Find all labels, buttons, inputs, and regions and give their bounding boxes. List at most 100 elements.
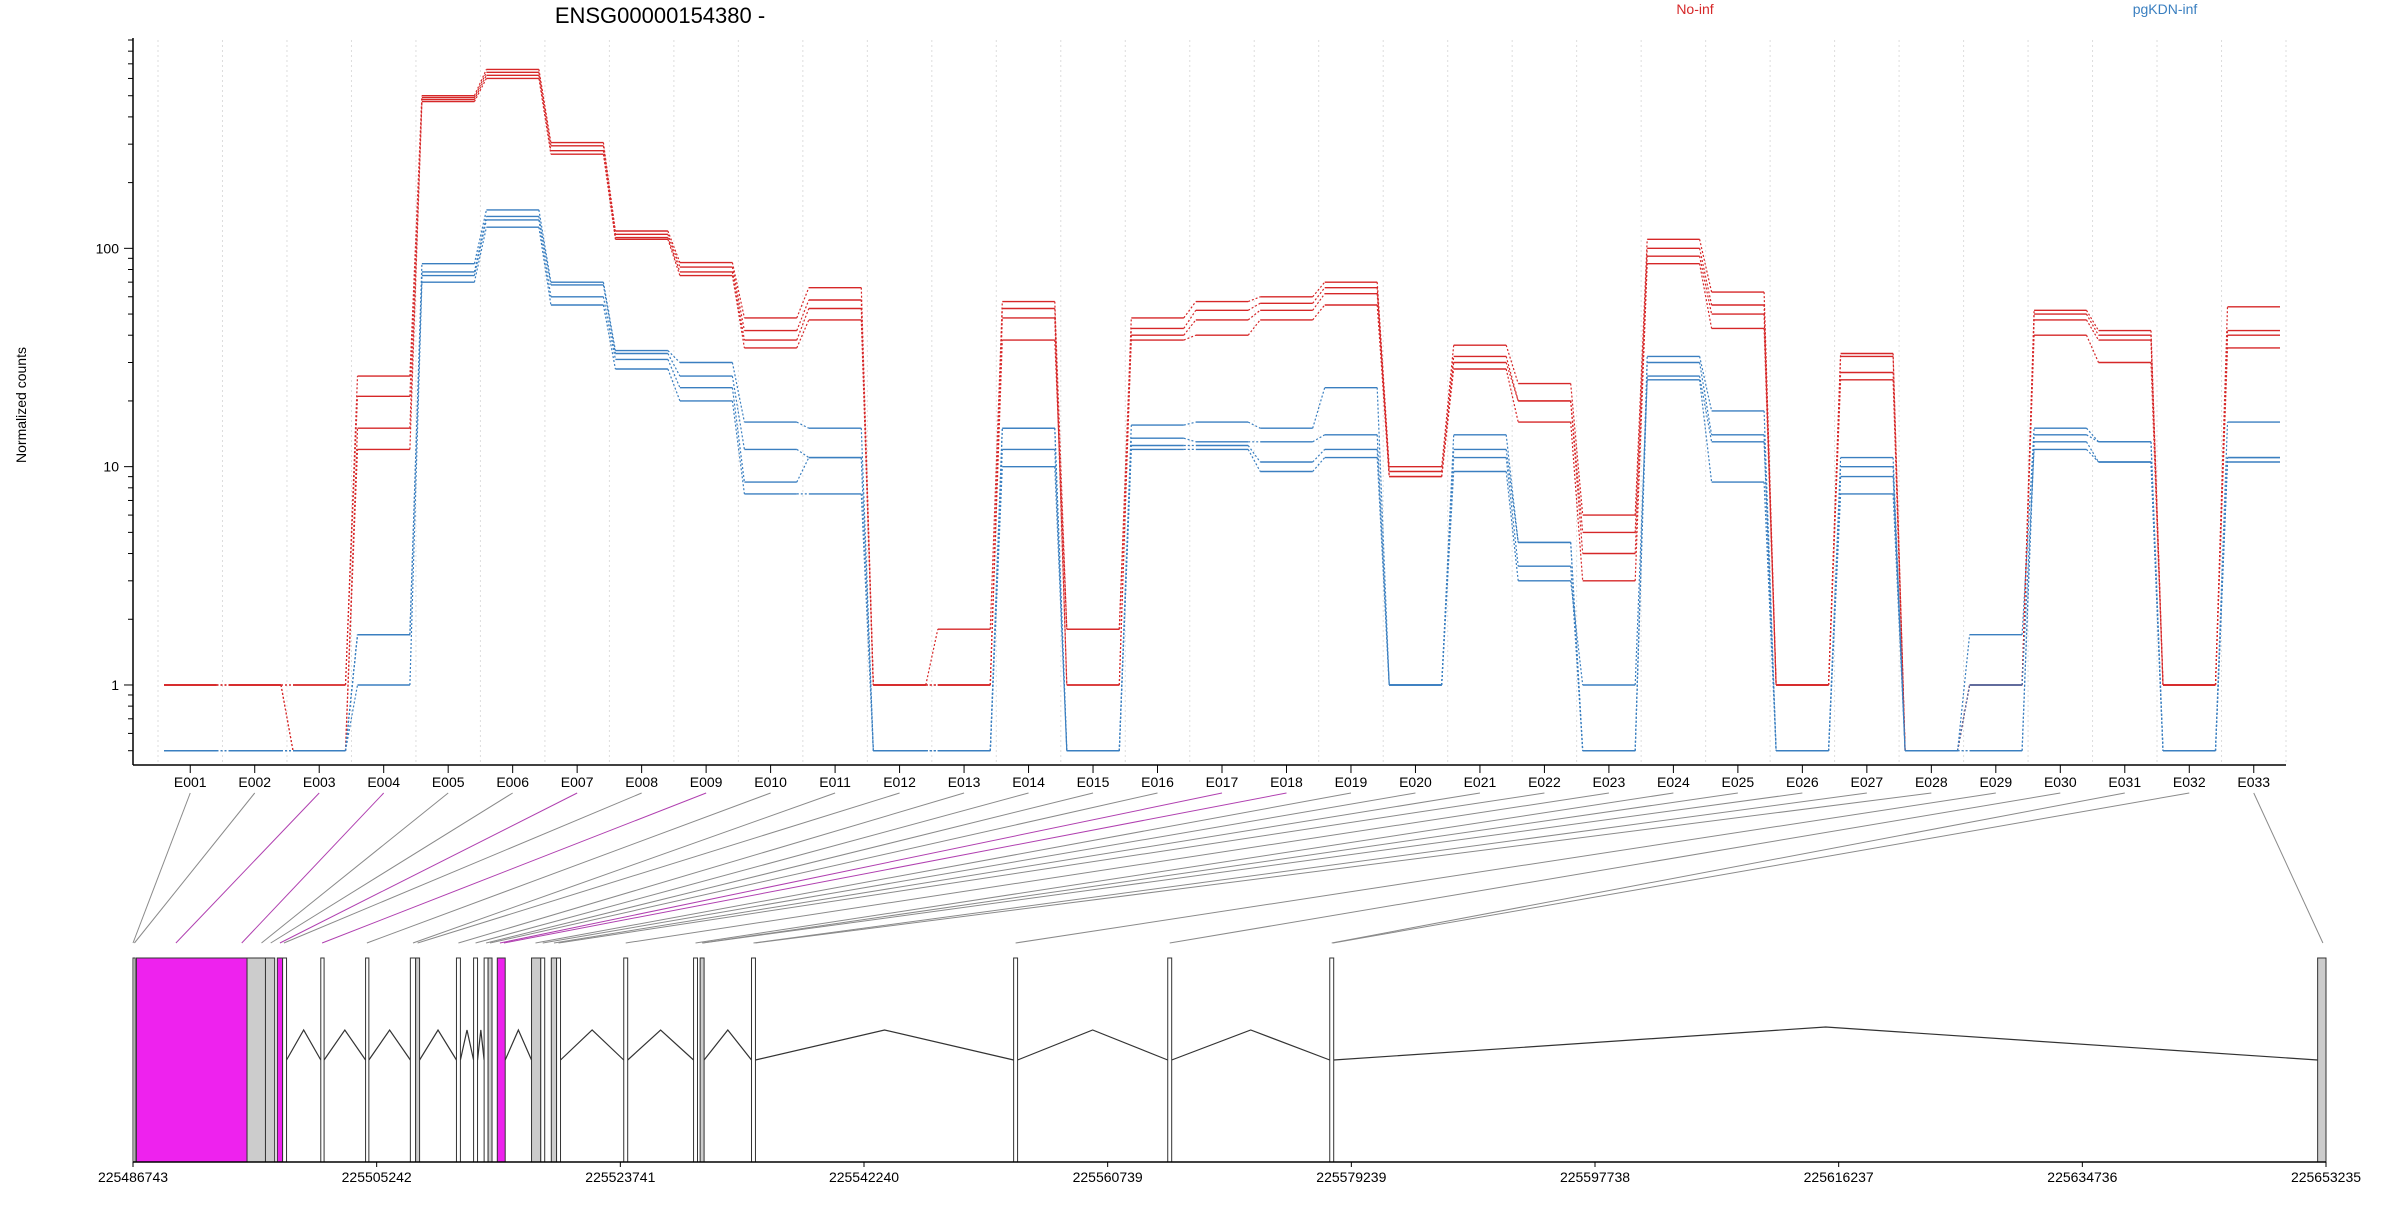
connector-line bbox=[702, 792, 1803, 944]
exon-box bbox=[1013, 957, 1019, 1163]
x-tick-label: E019 bbox=[1335, 774, 1368, 790]
series-pgkdn-inf-7 bbox=[164, 209, 2280, 752]
y-tick-label: 100 bbox=[96, 240, 120, 256]
gene-model: 225486743 225505242 225523741 225542240 2255… bbox=[98, 957, 2361, 1185]
exon-box bbox=[531, 957, 542, 1163]
connector-line bbox=[283, 792, 642, 944]
intron-line bbox=[459, 1029, 475, 1061]
intron-line bbox=[368, 1028, 411, 1061]
connector-line bbox=[458, 792, 965, 944]
connector-line bbox=[412, 792, 836, 944]
genomic-tick-label: 225523741 bbox=[585, 1169, 655, 1185]
series-transitions bbox=[216, 209, 2229, 752]
x-tick-label: E026 bbox=[1786, 774, 1819, 790]
series-segments bbox=[164, 215, 2280, 752]
series-segments bbox=[164, 226, 2280, 752]
connector-line bbox=[702, 792, 1738, 944]
connector-line bbox=[503, 792, 1287, 944]
intron-line bbox=[504, 1028, 533, 1061]
connector-line bbox=[755, 792, 1932, 944]
exon-box bbox=[320, 957, 325, 1163]
genomic-tick-label: 225579239 bbox=[1316, 1169, 1386, 1185]
exon-box bbox=[751, 957, 756, 1163]
intron-line bbox=[323, 1028, 367, 1061]
y-axis-label: Normalized counts bbox=[13, 347, 29, 463]
connector-line bbox=[321, 792, 707, 944]
connector-line bbox=[542, 792, 1416, 944]
legend-entry-pgkdn-inf: pgKDN-inf bbox=[2133, 1, 2198, 17]
exon-box bbox=[1167, 957, 1173, 1163]
chart-text: ENSG00000154380 - No-inf pgKDN-inf Norma… bbox=[13, 1, 2197, 463]
series-no-inf-3 bbox=[164, 68, 2280, 752]
series-segments bbox=[164, 209, 2280, 752]
x-tick-label: E014 bbox=[1012, 774, 1045, 790]
connector-line bbox=[558, 792, 1545, 944]
x-tick-label: E031 bbox=[2108, 774, 2141, 790]
x-tick-label: E009 bbox=[690, 774, 723, 790]
series-no-inf-0 bbox=[164, 77, 2280, 752]
connector-line bbox=[261, 792, 449, 944]
x-tick-label: E029 bbox=[1979, 774, 2012, 790]
y-tick-label: 1 bbox=[111, 677, 119, 693]
connector-line bbox=[695, 792, 1674, 944]
x-tick-label: E015 bbox=[1077, 774, 1110, 790]
exon-box bbox=[693, 957, 699, 1163]
connector-line bbox=[535, 792, 1352, 944]
series-transitions bbox=[216, 69, 2229, 751]
exon-box bbox=[246, 957, 266, 1163]
connector-line bbox=[417, 792, 900, 944]
x-tick-label: E017 bbox=[1206, 774, 1239, 790]
series-transitions bbox=[216, 78, 2229, 751]
genomic-tick-label: 225486743 bbox=[98, 1169, 168, 1185]
intron-line bbox=[1171, 1029, 1330, 1061]
series-segments bbox=[164, 74, 2280, 752]
x-tick-label: E007 bbox=[561, 774, 594, 790]
x-tick-label: E024 bbox=[1657, 774, 1690, 790]
series-pgkdn-inf-6 bbox=[164, 215, 2280, 752]
x-tick-label: E012 bbox=[883, 774, 916, 790]
x-tick-label: E033 bbox=[2237, 774, 2270, 790]
x-tick-label: E003 bbox=[303, 774, 336, 790]
x-tick-label: E001 bbox=[174, 774, 207, 790]
genomic-tick-label: 225597738 bbox=[1560, 1169, 1630, 1185]
x-tick-label: E013 bbox=[948, 774, 981, 790]
x-tick-label: E028 bbox=[1915, 774, 1948, 790]
exon-box bbox=[132, 957, 136, 1163]
connector-line bbox=[1169, 792, 2061, 944]
exon-box bbox=[556, 957, 562, 1163]
connector-line bbox=[489, 792, 1158, 944]
series-segments bbox=[164, 71, 2280, 752]
exon-box bbox=[276, 957, 284, 1163]
series-no-inf-1 bbox=[164, 74, 2280, 752]
connector-line bbox=[553, 792, 1481, 944]
exon-box bbox=[487, 957, 493, 1163]
series-lines bbox=[164, 68, 2280, 752]
intron-line bbox=[1017, 1029, 1168, 1061]
x-tick-label: E016 bbox=[1141, 774, 1174, 790]
exon-box bbox=[282, 957, 288, 1163]
connector-line bbox=[366, 792, 771, 944]
series-transitions bbox=[216, 72, 2229, 751]
intron-line bbox=[755, 1029, 1014, 1061]
connector-line bbox=[2253, 792, 2324, 944]
connector-line bbox=[475, 792, 1029, 944]
intron-line bbox=[560, 1029, 625, 1061]
connector-line bbox=[753, 792, 1867, 944]
exon-box bbox=[483, 957, 489, 1163]
genomic-tick-label: 225634736 bbox=[2047, 1169, 2117, 1185]
exon-box bbox=[455, 957, 461, 1163]
series-pgkdn-inf-4 bbox=[164, 226, 2280, 752]
connector-line bbox=[132, 792, 191, 944]
connector-line bbox=[279, 792, 578, 944]
exon-box bbox=[699, 957, 705, 1163]
exon-box bbox=[409, 957, 417, 1163]
series-segments bbox=[164, 219, 2280, 752]
intron-line bbox=[476, 1029, 485, 1061]
chart-title: ENSG00000154380 - bbox=[555, 3, 765, 28]
exon-box bbox=[550, 957, 558, 1163]
exon-box bbox=[496, 957, 506, 1163]
intron-line bbox=[1333, 1026, 2318, 1061]
connector-line bbox=[134, 792, 256, 944]
